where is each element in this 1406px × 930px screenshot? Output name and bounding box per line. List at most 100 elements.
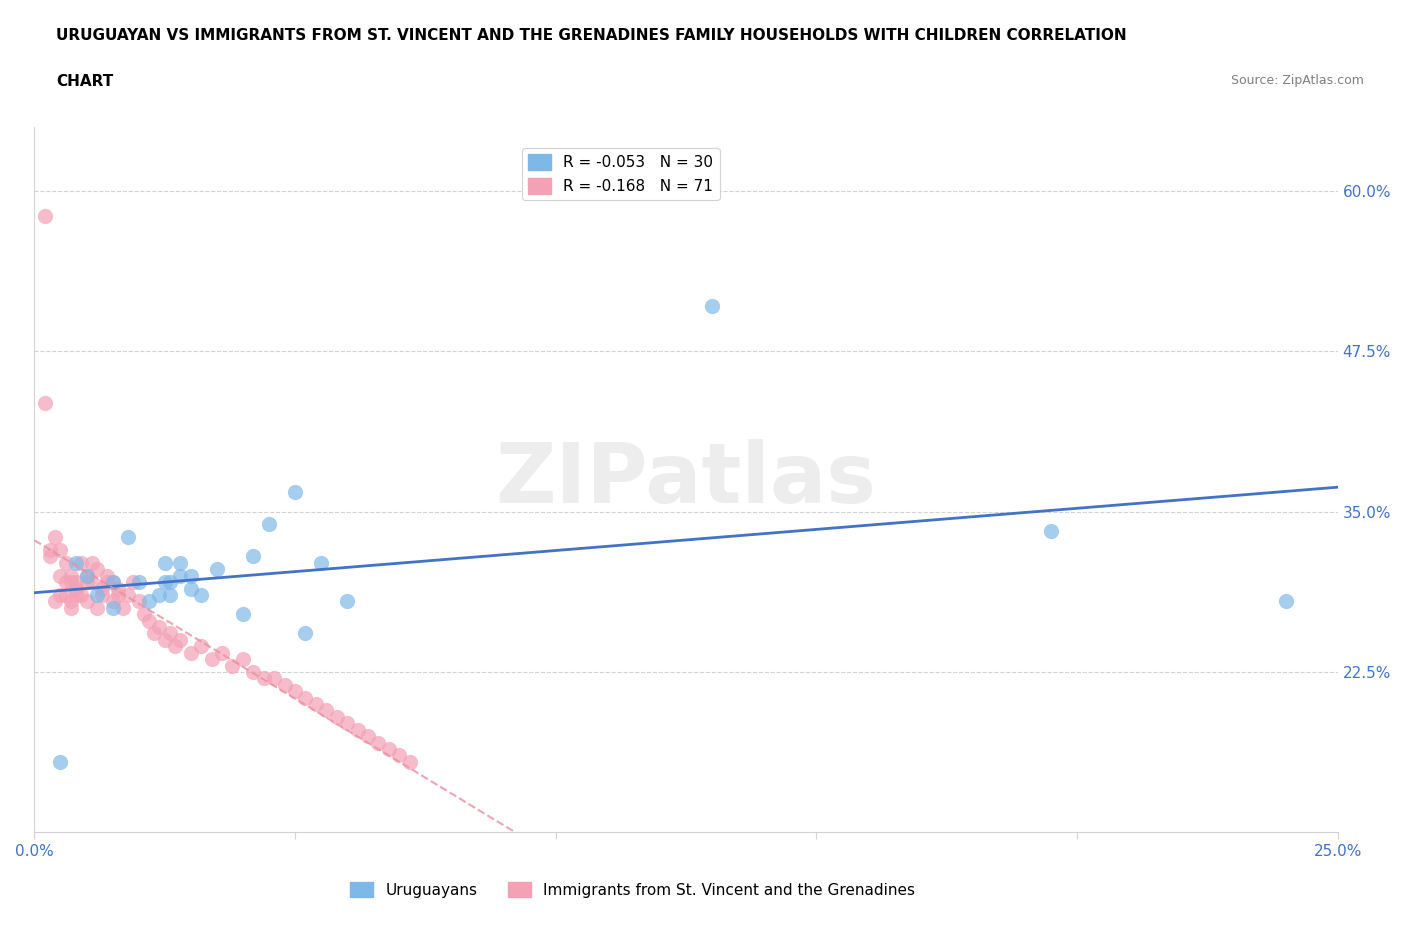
Point [107,588,129,603]
Point [91,588,114,603]
Point [76,594,98,609]
Point [336,594,359,609]
Text: Source: ZipAtlas.com: Source: ZipAtlas.com [1230,74,1364,87]
Point [284,684,307,698]
Point [148,588,170,603]
Point [49,542,72,557]
Point [294,690,316,705]
Point [70,588,93,603]
Point [65,555,87,570]
Point [357,729,380,744]
Point [159,626,181,641]
Point [273,677,295,692]
Point [159,575,181,590]
Point [232,606,254,621]
Point [117,588,139,603]
Legend: R = -0.053   N = 30, R = -0.168   N = 71: R = -0.053 N = 30, R = -0.168 N = 71 [522,149,720,200]
Point [367,735,389,750]
Point [138,613,160,628]
Point [80,555,103,570]
Point [242,549,264,564]
Point [101,575,124,590]
Point [153,575,176,590]
Point [65,575,87,590]
Point [201,652,224,667]
Point [111,601,134,616]
Point [221,658,243,673]
Point [49,568,72,583]
Point [55,588,77,603]
Point [165,639,187,654]
Point [34,209,56,224]
Point [325,710,347,724]
Point [190,639,212,654]
Point [148,619,170,634]
Point [242,665,264,680]
Point [128,594,150,609]
Point [398,754,420,769]
Point [44,594,66,609]
Point [263,671,285,685]
Point [190,588,212,603]
Point [101,601,124,616]
Point [309,555,332,570]
Point [86,562,108,577]
Point [346,723,368,737]
Point [59,601,82,616]
Point [59,575,82,590]
Point [169,632,191,647]
Point [378,741,401,756]
Text: CHART: CHART [56,74,114,89]
Point [336,716,359,731]
Point [180,581,202,596]
Point [257,517,280,532]
Point [180,568,202,583]
Point [91,581,114,596]
Point [39,549,62,564]
Point [138,594,160,609]
Text: URUGUAYAN VS IMMIGRANTS FROM ST. VINCENT AND THE GRENADINES FAMILY HOUSEHOLDS WI: URUGUAYAN VS IMMIGRANTS FROM ST. VINCENT… [56,28,1126,43]
Point [107,581,129,596]
Point [1039,524,1062,538]
Point [153,555,176,570]
Point [76,568,98,583]
Point [117,530,139,545]
Point [1274,594,1296,609]
Point [96,575,118,590]
Point [86,601,108,616]
Point [86,588,108,603]
Point [96,568,118,583]
Point [49,754,72,769]
Point [169,568,191,583]
Legend: Uruguayans, Immigrants from St. Vincent and the Grenadines: Uruguayans, Immigrants from St. Vincent … [344,875,921,904]
Point [315,703,337,718]
Point [169,555,191,570]
Point [159,588,181,603]
Point [128,575,150,590]
Point [205,562,228,577]
Point [143,626,166,641]
Point [232,652,254,667]
Point [39,542,62,557]
Point [76,568,98,583]
Point [122,575,145,590]
Point [55,555,77,570]
Text: ZIPatlas: ZIPatlas [495,439,876,520]
Point [44,530,66,545]
Point [180,645,202,660]
Point [388,748,411,763]
Point [59,568,82,583]
Point [305,697,328,711]
Point [80,575,103,590]
Point [49,588,72,603]
Point [132,606,155,621]
Point [59,594,82,609]
Point [284,485,307,499]
Point [76,575,98,590]
Point [34,395,56,410]
Point [294,626,316,641]
Point [253,671,276,685]
Point [101,575,124,590]
Point [700,299,723,313]
Point [65,581,87,596]
